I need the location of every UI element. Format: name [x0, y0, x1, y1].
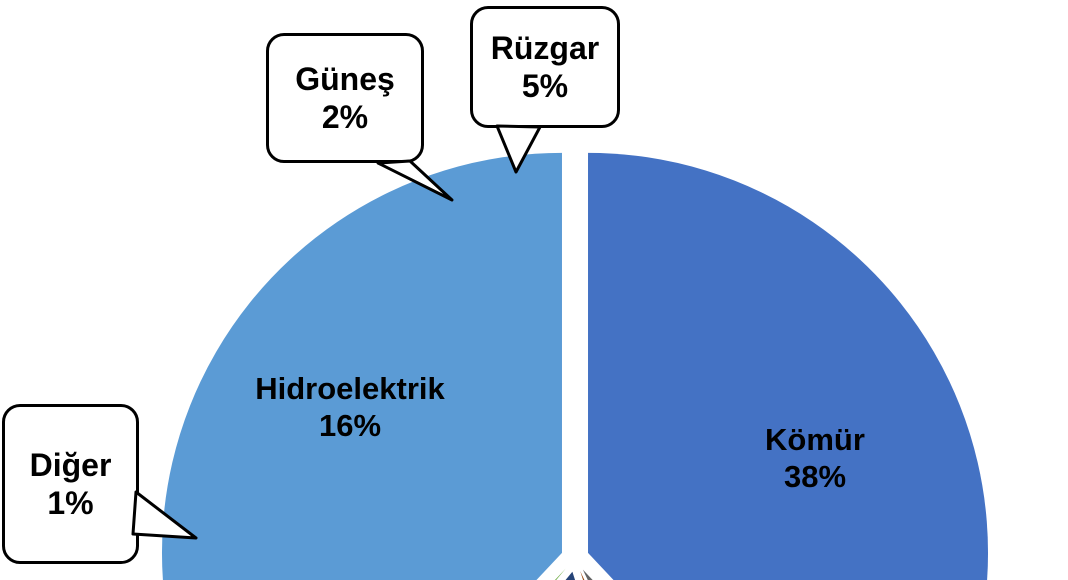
callout-diger-name: Diğer — [29, 446, 112, 483]
callout-ruzgar-name: Rüzgar — [490, 29, 600, 66]
pie-slices-group — [161, 152, 989, 580]
callout-ruzgar-value: 5% — [521, 68, 569, 104]
callout-gunes[interactable]: Güneş 2% — [266, 33, 424, 163]
callout-gunes-name: Güneş — [295, 60, 395, 97]
callout-diger[interactable]: Diğer 1% — [2, 404, 139, 564]
pie-slice[interactable] — [588, 152, 989, 580]
pie-slice[interactable] — [292, 568, 566, 580]
callout-diger-value: 1% — [47, 485, 94, 521]
pie-slice[interactable] — [582, 569, 857, 580]
callout-gunes-value: 2% — [321, 99, 369, 135]
callout-ruzgar[interactable]: Rüzgar 5% — [470, 6, 620, 128]
pie-slice[interactable] — [317, 571, 696, 580]
pie-slice[interactable] — [161, 152, 562, 580]
